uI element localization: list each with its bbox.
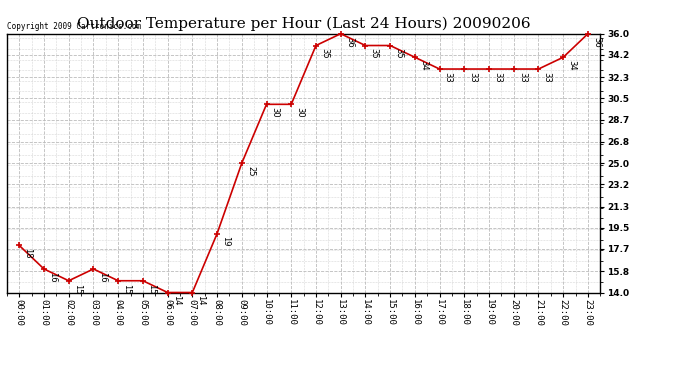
Text: 16: 16 bbox=[97, 272, 106, 282]
Text: Copyright 2009 Cartronics.com: Copyright 2009 Cartronics.com bbox=[7, 22, 141, 31]
Text: 36: 36 bbox=[345, 36, 354, 47]
Text: 25: 25 bbox=[246, 166, 255, 176]
Text: 33: 33 bbox=[542, 72, 551, 82]
Text: 30: 30 bbox=[270, 107, 279, 118]
Text: 33: 33 bbox=[518, 72, 527, 82]
Text: 35: 35 bbox=[320, 48, 329, 59]
Text: 35: 35 bbox=[370, 48, 379, 59]
Text: 33: 33 bbox=[469, 72, 477, 82]
Text: 34: 34 bbox=[419, 60, 428, 70]
Text: 15: 15 bbox=[122, 284, 131, 294]
Text: 15: 15 bbox=[73, 284, 82, 294]
Title: Outdoor Temperature per Hour (Last 24 Hours) 20090206: Outdoor Temperature per Hour (Last 24 Ho… bbox=[77, 17, 531, 31]
Text: 33: 33 bbox=[493, 72, 502, 82]
Text: 35: 35 bbox=[394, 48, 403, 59]
Text: 18: 18 bbox=[23, 248, 32, 259]
Text: 14: 14 bbox=[172, 295, 181, 306]
Text: 33: 33 bbox=[444, 72, 453, 82]
Text: 36: 36 bbox=[592, 36, 601, 47]
Text: 34: 34 bbox=[567, 60, 576, 70]
Text: 14: 14 bbox=[197, 295, 206, 306]
Text: 19: 19 bbox=[221, 237, 230, 247]
Text: 15: 15 bbox=[147, 284, 156, 294]
Text: 16: 16 bbox=[48, 272, 57, 282]
Text: 30: 30 bbox=[295, 107, 304, 118]
